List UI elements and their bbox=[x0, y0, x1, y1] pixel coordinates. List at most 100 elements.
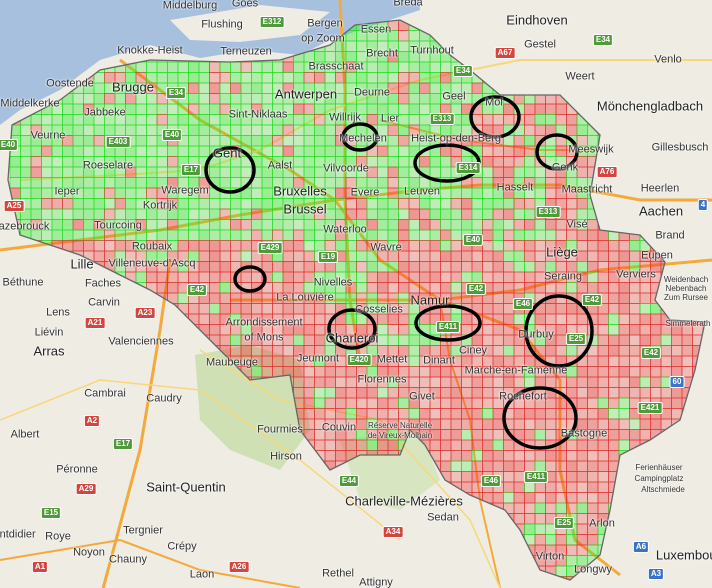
grid-cell-red bbox=[597, 366, 609, 378]
grid-cell-green bbox=[20, 166, 32, 178]
grid-cell-red bbox=[429, 408, 441, 420]
grid-cell-red bbox=[555, 145, 567, 157]
grid-cell-red bbox=[545, 418, 557, 430]
grid-cell-red bbox=[681, 114, 693, 126]
grid-cell-red bbox=[650, 366, 662, 378]
grid-cell-green bbox=[618, 450, 630, 462]
city-label: Bruxelles bbox=[273, 183, 327, 199]
grid-cell-red bbox=[261, 355, 273, 367]
grid-cell-green bbox=[51, 408, 63, 420]
grid-cell-green bbox=[114, 177, 126, 189]
grid-cell-red bbox=[114, 397, 126, 409]
grid-cell-green bbox=[41, 208, 53, 220]
grid-cell-red bbox=[692, 114, 704, 126]
grid-cell-green bbox=[188, 219, 200, 231]
grid-cell-green bbox=[377, 156, 389, 168]
city-label: Goes bbox=[231, 0, 259, 10]
city-label: Kortrijk bbox=[142, 199, 178, 212]
grid-cell-red bbox=[513, 198, 525, 210]
grid-cell-green bbox=[629, 30, 641, 42]
grid-cell-red bbox=[671, 565, 683, 577]
grid-cell-green bbox=[692, 513, 704, 525]
grid-cell-red bbox=[450, 240, 462, 252]
grid-cell-red bbox=[650, 439, 662, 451]
grid-cell-red bbox=[9, 502, 21, 514]
grid-cell-green bbox=[513, 61, 525, 73]
grid-cell-red bbox=[450, 387, 462, 399]
grid-cell-red bbox=[93, 565, 105, 577]
grid-cell-red bbox=[219, 460, 231, 472]
grid-cell-green bbox=[650, 450, 662, 462]
grid-cell-red bbox=[566, 492, 578, 504]
grid-cell-green bbox=[198, 72, 210, 84]
grid-cell-green bbox=[513, 208, 525, 220]
grid-cell-green bbox=[219, 61, 231, 73]
grid-cell-red bbox=[282, 471, 294, 483]
grid-cell-red bbox=[597, 240, 609, 252]
grid-cell-red bbox=[440, 20, 452, 31]
grid-cell-red bbox=[251, 534, 263, 546]
grid-cell-red bbox=[471, 177, 483, 189]
grid-cell-green bbox=[461, 20, 473, 31]
grid-cell-red bbox=[72, 292, 84, 304]
grid-cell-red bbox=[482, 303, 494, 315]
grid-cell-red bbox=[629, 334, 641, 346]
grid-cell-red bbox=[503, 450, 515, 462]
grid-cell-red bbox=[650, 387, 662, 399]
grid-cell-red bbox=[555, 397, 567, 409]
grid-cell-red bbox=[293, 502, 305, 514]
grid-cell-red bbox=[167, 429, 179, 441]
grid-cell-red bbox=[314, 376, 326, 388]
grid-cell-red bbox=[618, 513, 630, 525]
road-shield: A26 bbox=[228, 561, 250, 573]
grid-cell-red bbox=[209, 261, 221, 273]
grid-cell-red bbox=[72, 376, 84, 388]
grid-cell-red bbox=[650, 114, 662, 126]
grid-cell-green bbox=[303, 145, 315, 157]
grid-cell-red bbox=[366, 114, 378, 126]
grid-cell-red bbox=[555, 282, 567, 294]
grid-cell-red bbox=[618, 145, 630, 157]
grid-cell-red bbox=[629, 376, 641, 388]
grid-cell-red bbox=[608, 240, 620, 252]
grid-cell-green bbox=[618, 523, 630, 535]
grid-cell-red bbox=[513, 481, 525, 493]
grid-cell-green bbox=[146, 103, 158, 115]
grid-cell-red bbox=[9, 250, 21, 262]
grid-cell-green bbox=[629, 124, 641, 136]
grid-cell-red bbox=[219, 72, 231, 84]
grid-cell-red bbox=[303, 481, 315, 493]
grid-cell-green bbox=[135, 156, 147, 168]
grid-cell-green bbox=[503, 250, 515, 262]
grid-cell-red bbox=[524, 271, 536, 283]
grid-cell-green bbox=[146, 93, 158, 105]
grid-cell-red bbox=[608, 387, 620, 399]
city-label: Albert bbox=[10, 428, 40, 441]
grid-cell-red bbox=[482, 240, 494, 252]
grid-cell-red bbox=[177, 513, 189, 525]
grid-cell-red bbox=[146, 439, 158, 451]
grid-cell-green bbox=[30, 198, 42, 210]
grid-cell-red bbox=[240, 471, 252, 483]
city-label: Nebenbach bbox=[665, 284, 707, 293]
grid-cell-red bbox=[513, 240, 525, 252]
city-label: Arlon bbox=[589, 517, 615, 530]
city-label: Flushing bbox=[201, 18, 243, 31]
grid-cell-green bbox=[461, 30, 473, 42]
grid-cell-red bbox=[629, 555, 641, 567]
grid-cell-red bbox=[282, 271, 294, 283]
grid-cell-red bbox=[566, 229, 578, 241]
grid-cell-red bbox=[398, 576, 410, 580]
grid-cell-green bbox=[398, 397, 410, 409]
grid-cell-red bbox=[629, 492, 641, 504]
grid-cell-red bbox=[545, 282, 557, 294]
grid-cell-red bbox=[377, 282, 389, 294]
highlight-circle bbox=[327, 308, 377, 350]
grid-cell-red bbox=[692, 219, 704, 231]
grid-cell-green bbox=[671, 40, 683, 52]
grid-cell-red bbox=[671, 534, 683, 546]
grid-cell-red bbox=[293, 261, 305, 273]
city-label: Hirson bbox=[270, 450, 302, 463]
grid-cell-red bbox=[156, 408, 168, 420]
